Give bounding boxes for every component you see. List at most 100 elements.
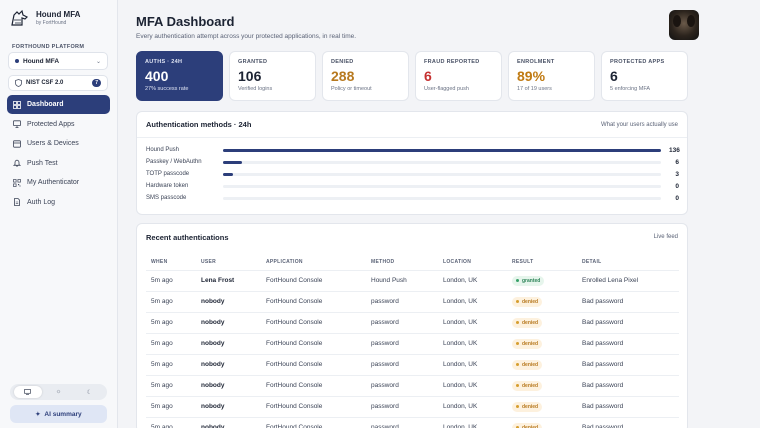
method-bar-fill (223, 148, 661, 152)
table-row[interactable]: 5m ago nobody FortHound Console password Lon… (146, 354, 679, 376)
kpi-auths[interactable]: AUTHS · 24H 400 27% success rate (136, 51, 223, 101)
platform-select-label: Hound MFA (23, 57, 60, 65)
ai-summary-button[interactable]: ✦ AI summary (10, 405, 107, 423)
table-header-row: WHEN USER APPLICATION METHOD LOCATION RE… (146, 254, 679, 271)
method-bar-fill (223, 160, 243, 164)
cell-result: denied (507, 375, 577, 397)
recent-auths-body: 5m ago Lena Frost FortHound Console Hound P… (146, 270, 679, 428)
table-row[interactable]: 5m ago nobody FortHound Console password Lon… (146, 396, 679, 418)
cell-result: denied (507, 333, 577, 355)
status-dot (516, 342, 519, 345)
ai-summary-label: AI summary (44, 410, 82, 418)
column-header[interactable]: WHEN (146, 254, 196, 271)
cell-method: password (366, 312, 438, 334)
column-header[interactable]: RESULT (507, 254, 577, 271)
qr-icon (13, 178, 21, 187)
status-dot (516, 279, 519, 282)
cell-method: password (366, 354, 438, 376)
method-row: Hound Push 136 (146, 144, 680, 156)
method-bar (223, 172, 661, 176)
cell-location: London, UK (438, 354, 507, 376)
cell-detail: Enrolled Lena Pixel (577, 270, 679, 292)
cell-when: 5m ago (146, 291, 196, 313)
cell-user: nobody (196, 396, 261, 418)
section-label: FORTHOUND PLATFORM (12, 44, 85, 50)
cell-application: FortHound Console (261, 396, 366, 418)
sidebar-item-users-devices[interactable]: Users & Devices (7, 134, 110, 153)
card-header: Recent authentications Live feed (137, 224, 687, 250)
method-name: Passkey / WebAuthn (146, 159, 202, 165)
table-row[interactable]: 5m ago nobody FortHound Console password Lon… (146, 375, 679, 397)
column-header[interactable]: LOCATION (438, 254, 507, 271)
cell-location: London, UK (438, 312, 507, 334)
theme-system-button[interactable] (13, 386, 42, 398)
kpi-label: ENROLMENT (517, 59, 555, 65)
kpi-value: 106 (238, 68, 262, 84)
nist-framework-button[interactable]: NIST CSF 2.0 7 (8, 75, 108, 91)
sidebar: Hound MFA by FortHound FORTHOUND PLATFOR… (0, 0, 118, 428)
sidebar-item-push-test[interactable]: Push Test (7, 154, 110, 173)
cell-location: London, UK (438, 417, 507, 428)
cell-application: FortHound Console (261, 417, 366, 428)
table-row[interactable]: 5m ago nobody FortHound Console password Lon… (146, 312, 679, 334)
column-header[interactable]: USER (196, 254, 261, 271)
kpi-sub: User-flagged push (424, 86, 469, 92)
card-note: What your users actually use (600, 121, 678, 128)
cell-location: London, UK (438, 375, 507, 397)
cell-method: password (366, 417, 438, 428)
method-name: Hardware token (146, 183, 189, 189)
cell-result: granted (507, 270, 577, 292)
document-icon (13, 198, 21, 206)
table-row[interactable]: 5m ago nobody FortHound Console password Lon… (146, 291, 679, 313)
cell-detail: Bad password (577, 417, 679, 428)
cell-method: password (366, 396, 438, 418)
cell-user: nobody (196, 291, 261, 313)
cell-user: Lena Frost (196, 270, 261, 292)
kpi-denied[interactable]: DENIED 288 Policy or timeout (322, 51, 409, 101)
cell-method: password (366, 333, 438, 355)
cell-method: Hound Push (366, 270, 438, 292)
brand[interactable]: Hound MFA by FortHound (10, 9, 80, 27)
table-row[interactable]: 5m ago nobody FortHound Console password Lon… (146, 417, 679, 428)
kpi-sub: Verified logins (238, 86, 273, 92)
nist-badge: 7 (92, 79, 101, 87)
cell-user: nobody (196, 354, 261, 376)
theme-light-button[interactable]: ☼ (45, 386, 73, 398)
kpi-enrolment[interactable]: ENROLMENT 89% 17 of 19 users (508, 51, 595, 101)
kpi-value: 400 (145, 68, 169, 84)
cell-method: password (366, 291, 438, 313)
sidebar-item-label: Dashboard (27, 101, 64, 108)
table-row[interactable]: 5m ago Lena Frost FortHound Console Hound P… (146, 270, 679, 292)
method-name: TOTP passcode (146, 171, 190, 177)
column-header[interactable]: APPLICATION (261, 254, 366, 271)
sidebar-item-my-authenticator[interactable]: My Authenticator (7, 173, 110, 192)
sidebar-item-protected-apps[interactable]: Protected Apps (7, 115, 110, 134)
column-header[interactable]: DETAIL (577, 254, 679, 271)
kpi-granted[interactable]: GRANTED 106 Verified logins (229, 51, 316, 101)
kpi-fraud-reported[interactable]: FRAUD REPORTED 6 User-flagged push (415, 51, 502, 101)
method-count: 6 (675, 158, 679, 166)
column-header[interactable]: METHOD (366, 254, 438, 271)
sidebar-item-auth-log[interactable]: Auth Log (7, 193, 110, 212)
live-feed-label: Live feed (653, 234, 678, 240)
theme-switcher: ☼ ☾ (10, 384, 107, 400)
cell-user: nobody (196, 312, 261, 334)
cell-detail: Bad password (577, 354, 679, 376)
table-row[interactable]: 5m ago nobody FortHound Console password Lon… (146, 333, 679, 355)
avatar[interactable] (669, 10, 699, 40)
platform-select[interactable]: Hound MFA ⌄ (8, 52, 108, 70)
auth-methods-card: Authentication methods · 24h What your u… (136, 111, 688, 215)
method-name: Hound Push (146, 147, 180, 153)
cell-user: nobody (196, 333, 261, 355)
theme-dark-button[interactable]: ☾ (76, 386, 104, 398)
sidebar-item-label: Protected Apps (27, 120, 75, 128)
nist-label: NIST CSF 2.0 (26, 80, 64, 86)
kpi-row: AUTHS · 24H 400 27% success rate GRANTED… (136, 51, 688, 101)
kpi-sub: 17 of 19 users (517, 86, 552, 92)
shield-icon (15, 79, 22, 87)
sidebar-item-dashboard[interactable]: Dashboard (7, 95, 110, 114)
cell-location: London, UK (438, 333, 507, 355)
monitor-icon (24, 389, 31, 395)
kpi-protected-apps[interactable]: PROTECTED APPS 6 5 enforcing MFA (601, 51, 688, 101)
sidebar-item-label: My Authenticator (27, 179, 80, 186)
